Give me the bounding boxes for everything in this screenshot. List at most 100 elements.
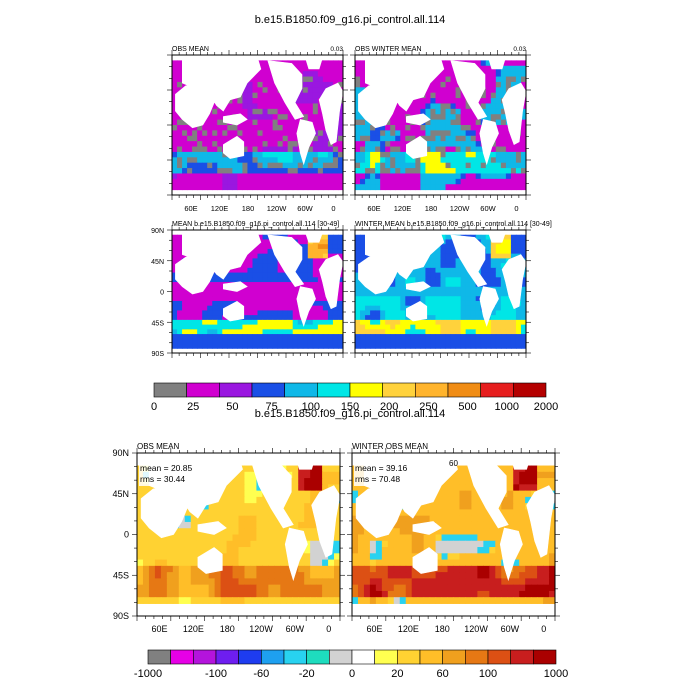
field-cell [272, 146, 279, 153]
field-cell [459, 534, 466, 542]
field-cell [445, 184, 452, 191]
field-cell [268, 528, 275, 535]
field-cell [317, 141, 324, 148]
field-cell [148, 559, 156, 567]
field-cell [495, 76, 502, 83]
field-cell [172, 578, 180, 586]
field-cell [440, 98, 447, 104]
field-cell [352, 597, 359, 604]
field-cell [370, 319, 376, 326]
field-cell [390, 146, 396, 153]
field-cell [510, 248, 517, 255]
field-cell [166, 572, 174, 579]
field-cell [207, 162, 213, 169]
field-cell [172, 184, 178, 191]
field-cell [277, 296, 284, 302]
field-cell [322, 559, 329, 567]
field-cell [395, 130, 401, 137]
field-cell [441, 528, 449, 535]
field-cell [387, 534, 395, 542]
field-cell [187, 319, 193, 326]
field-cell [525, 547, 532, 554]
field-cell [510, 329, 517, 335]
field-cell [405, 528, 413, 535]
field-cell [465, 173, 472, 180]
field-cell [483, 540, 490, 548]
field-cell [365, 253, 371, 259]
field-cell [355, 263, 361, 269]
field-cell [450, 277, 457, 283]
field-cell [310, 597, 317, 604]
field-cell [415, 162, 421, 169]
field-cell [355, 114, 361, 121]
field-cell [460, 168, 467, 174]
field-cell [441, 490, 449, 498]
field-cell [172, 319, 178, 326]
field-cell [244, 553, 251, 561]
field-cell [244, 515, 251, 523]
field-cell [297, 60, 304, 67]
field-cell [257, 87, 264, 94]
field-cell [172, 135, 178, 142]
field-cell [515, 324, 522, 330]
field-cell [282, 125, 289, 131]
field-cell [465, 119, 472, 126]
field-cell [274, 521, 281, 529]
field-cell [549, 521, 555, 529]
field-cell [226, 534, 234, 542]
field-cell [177, 291, 183, 297]
field-cell [543, 590, 550, 598]
field-cell [465, 572, 472, 579]
field-cell [410, 343, 416, 349]
field-cell [453, 478, 460, 485]
field-cell [262, 338, 269, 345]
field-cell [445, 296, 452, 302]
field-cell [370, 157, 376, 164]
field-cell [380, 329, 386, 335]
field-cell [237, 272, 243, 278]
field-cell [425, 338, 431, 345]
field-cell [207, 178, 213, 185]
field-cell [214, 584, 222, 592]
field-cell [287, 151, 294, 158]
field-cell [184, 534, 192, 542]
field-cell [405, 572, 413, 579]
field-cell [247, 151, 253, 158]
field-cell [400, 300, 406, 307]
field-cell [500, 319, 507, 326]
field-cell [227, 319, 233, 326]
field-cell [202, 338, 208, 345]
field-cell [297, 315, 304, 321]
field-cell [197, 296, 203, 302]
field-cell [450, 168, 457, 174]
field-cell [334, 521, 340, 529]
field-cell [411, 565, 419, 573]
field-cell [495, 334, 502, 340]
field-cell [549, 484, 555, 492]
field-cell [187, 315, 193, 321]
field-cell [415, 338, 421, 345]
field-cell [220, 521, 228, 529]
field-cell [262, 305, 269, 311]
field-cell [328, 559, 335, 567]
field-cell [470, 157, 477, 164]
field-cell [242, 108, 248, 115]
field-cell [172, 540, 180, 548]
field-cell [465, 157, 472, 164]
field-cell [520, 141, 526, 148]
field-cell [268, 540, 275, 548]
field-cell [355, 151, 361, 158]
field-cell [510, 253, 517, 259]
field-cell [142, 540, 150, 548]
field-cell [232, 162, 238, 169]
field-cell [238, 553, 245, 561]
field-cell [507, 578, 514, 586]
field-cell [262, 597, 269, 604]
y-tick-label: 0 [124, 530, 129, 540]
field-cell [447, 478, 454, 485]
field-cell [441, 584, 449, 592]
field-cell [410, 300, 416, 307]
field-cell [302, 173, 309, 180]
field-cell [483, 509, 490, 517]
